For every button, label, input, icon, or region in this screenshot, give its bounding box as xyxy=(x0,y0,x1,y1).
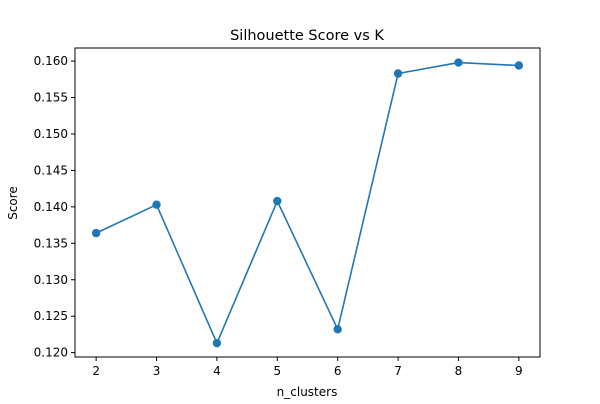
data-point xyxy=(393,69,403,78)
data-point xyxy=(273,196,282,206)
x-tick-label: 2 xyxy=(92,364,100,378)
y-axis: 0.120 0.125 0.130 0.135 0.140 0.145 0.150 0.155… xyxy=(34,54,75,360)
series-line xyxy=(95,61,519,344)
series-layer xyxy=(91,58,524,348)
y-tick-label: 0.160 xyxy=(34,54,68,68)
y-tick-label: 0.135 xyxy=(34,236,68,250)
y-tick-label: 0.120 xyxy=(34,346,68,360)
data-point xyxy=(91,228,101,238)
data-point xyxy=(454,58,463,67)
chart-title: Silhouette Score vs K xyxy=(230,28,384,44)
y-tick-label: 0.145 xyxy=(34,163,68,177)
y-tick-label: 0.140 xyxy=(34,200,68,214)
y-tick-label: 0.155 xyxy=(34,91,68,105)
data-point xyxy=(514,61,524,70)
x-tick-label: 5 xyxy=(273,364,281,378)
x-axis-label: n_clusters xyxy=(277,385,338,399)
x-tick-label: 3 xyxy=(153,364,161,378)
data-point xyxy=(212,338,222,348)
plot-frame xyxy=(74,47,541,358)
data-point xyxy=(333,325,342,334)
data-point xyxy=(152,200,161,209)
x-tick-label: 9 xyxy=(515,364,523,378)
x-tick-label: 8 xyxy=(455,364,463,378)
y-tick-label: 0.150 xyxy=(34,127,68,141)
x-tick-label: 7 xyxy=(394,364,402,378)
x-tick-label: 6 xyxy=(334,364,342,378)
x-tick-label: 4 xyxy=(213,364,221,378)
x-axis: 2 3 4 5 6 7 8 9 xyxy=(92,357,523,378)
y-tick-label: 0.125 xyxy=(34,309,68,323)
y-axis-label: Score xyxy=(6,186,20,220)
y-tick-label: 0.130 xyxy=(34,273,68,287)
